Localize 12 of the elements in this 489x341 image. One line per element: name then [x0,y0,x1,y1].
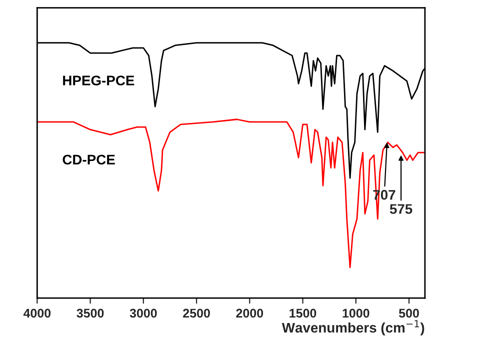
x-tick-label: 3500 [76,308,104,318]
x-tick-label: 1500 [290,308,316,318]
x-tick-label: 2000 [236,308,264,318]
series-label: CD-PCE [62,154,115,165]
annotation: 575 [390,204,412,214]
series-label: HPEG-PCE [63,76,134,86]
x-tick-label: 1000 [342,308,370,318]
x-tick-label: 2500 [183,308,210,318]
x-axis-title: Wavenumbers (cm$^{−1}$) [282,320,424,336]
x-tick-label: 3000 [130,308,157,318]
x-tick-label: 500 [398,308,419,318]
x-tick-label: 4000 [23,308,51,318]
